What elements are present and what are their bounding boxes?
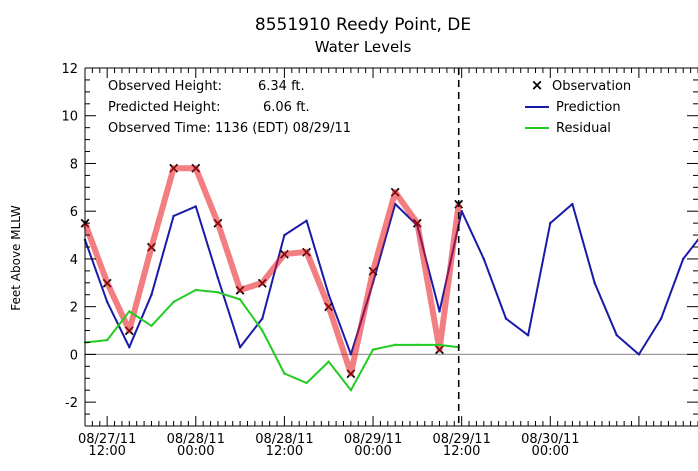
residual-point bbox=[327, 360, 330, 363]
x-tick-label-date: 08/30/11 bbox=[521, 432, 579, 447]
legend-label-observation: Observation bbox=[552, 79, 631, 94]
chart-subtitle: Water Levels bbox=[315, 38, 412, 56]
prediction-point bbox=[349, 353, 353, 356]
residual-point bbox=[194, 288, 197, 292]
legend: × Observation Prediction Residual bbox=[525, 76, 631, 136]
residual-point bbox=[416, 343, 419, 347]
prediction-point bbox=[172, 214, 175, 218]
residual-point bbox=[128, 310, 131, 313]
legend-label-residual: Residual bbox=[556, 121, 611, 136]
x-tick-label-date: 08/29/11 bbox=[344, 432, 402, 447]
prediction-point bbox=[283, 233, 286, 237]
y-tick-label: -2 bbox=[65, 396, 78, 411]
prediction-point bbox=[216, 276, 220, 280]
prediction-point bbox=[460, 210, 463, 213]
x-tick-label-time: 00:00 bbox=[354, 444, 391, 459]
prediction-point bbox=[128, 346, 131, 349]
observed-time-text: Observed Time: 1136 (EDT) 08/29/11 bbox=[108, 121, 351, 136]
x-tick-label-date: 08/27/11 bbox=[78, 432, 136, 447]
prediction-point bbox=[150, 293, 153, 296]
residual-series bbox=[84, 289, 459, 392]
residual-point bbox=[283, 372, 286, 375]
residual-point bbox=[238, 298, 242, 301]
y-tick-label: 2 bbox=[70, 301, 78, 316]
y-axis-label: Feet Above MLLW bbox=[9, 205, 23, 311]
prediction-point bbox=[261, 317, 264, 320]
y-tick-label: 0 bbox=[70, 348, 78, 363]
legend-marker-observation: × bbox=[531, 76, 544, 94]
prediction-point bbox=[482, 257, 486, 261]
residual-point bbox=[105, 338, 109, 342]
x-tick-label-time: 12:00 bbox=[443, 444, 480, 459]
prediction-point bbox=[526, 334, 530, 337]
x-tick-label-time: 12:00 bbox=[88, 444, 125, 459]
residual-point bbox=[261, 329, 264, 332]
x-tick-label-date: 08/29/11 bbox=[432, 432, 490, 447]
residual-point bbox=[393, 343, 397, 347]
observed-height-value: 6.34 ft. bbox=[258, 79, 305, 94]
predicted-height-label: Predicted Height: bbox=[108, 100, 221, 115]
prediction-point bbox=[593, 281, 596, 284]
info-box: Observed Height: 6.34 ft. Predicted Heig… bbox=[108, 79, 351, 136]
prediction-point bbox=[238, 346, 242, 349]
x-tick-label-time: 00:00 bbox=[532, 444, 569, 459]
prediction-point bbox=[549, 221, 552, 225]
prediction-point bbox=[194, 205, 197, 208]
prediction-point bbox=[305, 219, 308, 222]
residual-point bbox=[371, 348, 375, 351]
observed-height-label: Observed Height: bbox=[108, 79, 222, 94]
y-tick-label: 12 bbox=[61, 62, 78, 77]
residual-point bbox=[349, 389, 353, 392]
prediction-point bbox=[682, 257, 685, 261]
prediction-point bbox=[659, 317, 663, 320]
predicted-height-value: 6.06 ft. bbox=[263, 100, 310, 115]
legend-label-prediction: Prediction bbox=[556, 100, 621, 115]
x-tick-label-time: 12:00 bbox=[266, 444, 303, 459]
x-tick-label-date: 08/28/11 bbox=[255, 432, 313, 447]
x-tick-label-date: 08/28/11 bbox=[167, 432, 225, 447]
prediction-point bbox=[438, 310, 441, 313]
y-tick-label: 6 bbox=[70, 205, 78, 220]
prediction-point bbox=[105, 300, 109, 304]
y-tick-label: 4 bbox=[70, 253, 78, 268]
prediction-point bbox=[637, 353, 641, 356]
prediction-point bbox=[615, 334, 618, 337]
prediction-point bbox=[504, 317, 508, 320]
x-tick-label-time: 00:00 bbox=[177, 444, 214, 459]
y-tick-label: 10 bbox=[61, 110, 78, 125]
axes-layer: -202468101208/27/1112:0008/28/1100:0008/… bbox=[61, 62, 698, 459]
prediction-point bbox=[571, 202, 574, 206]
residual-point bbox=[216, 291, 220, 294]
observation-series bbox=[82, 165, 462, 377]
chart-title: 8551910 Reedy Point, DE bbox=[255, 15, 471, 35]
residual-point bbox=[172, 300, 175, 304]
residual-point bbox=[305, 381, 308, 385]
y-tick-label: 8 bbox=[70, 157, 78, 172]
residual-point bbox=[438, 343, 441, 347]
prediction-point bbox=[327, 293, 330, 296]
residual-point bbox=[150, 324, 153, 327]
